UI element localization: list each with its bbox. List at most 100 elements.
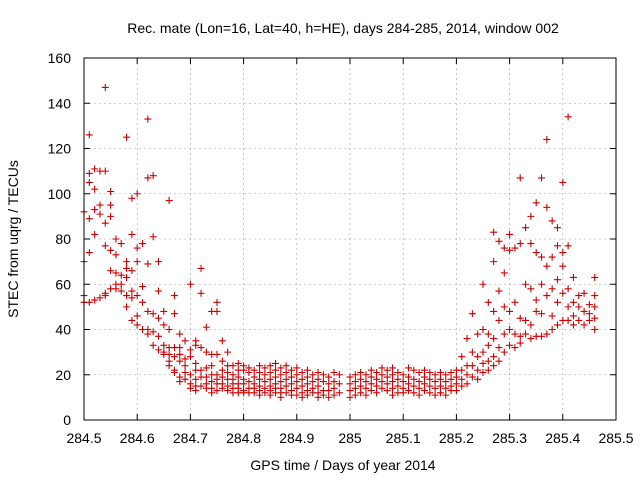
data-point (495, 316, 503, 324)
data-point (405, 380, 413, 388)
x-tick-label: 285.5 (598, 430, 633, 446)
data-point (490, 362, 498, 370)
data-point (325, 387, 333, 395)
data-point (495, 287, 503, 295)
data-point (591, 314, 599, 322)
data-point (506, 230, 514, 238)
data-point (538, 280, 546, 288)
data-point (532, 296, 540, 304)
data-point (293, 391, 301, 399)
data-point (85, 131, 93, 139)
data-point (298, 375, 306, 383)
data-point (436, 382, 444, 390)
data-point (580, 307, 588, 315)
data-point (117, 280, 125, 288)
data-point (181, 375, 189, 383)
data-point (543, 135, 551, 143)
data-point (192, 341, 200, 349)
data-point (463, 335, 471, 343)
x-tick-label: 285 (338, 430, 362, 446)
data-point (85, 178, 93, 186)
data-point (468, 362, 476, 370)
data-point (511, 344, 519, 352)
data-point (197, 289, 205, 297)
data-point (101, 242, 109, 250)
data-point (107, 246, 115, 254)
data-point (346, 393, 354, 401)
data-point (176, 357, 184, 365)
data-point (484, 357, 492, 365)
data-point (192, 359, 200, 367)
data-point (128, 287, 136, 295)
data-point (330, 378, 338, 386)
data-point (213, 298, 221, 306)
data-point (351, 378, 359, 386)
data-point (277, 378, 285, 386)
data-point (511, 330, 519, 338)
data-point (442, 378, 450, 386)
data-point (564, 113, 572, 121)
data-point (458, 353, 466, 361)
data-point (351, 384, 359, 392)
data-point (186, 346, 194, 354)
data-point (442, 371, 450, 379)
data-point (176, 378, 184, 386)
data-point (282, 382, 290, 390)
data-point (346, 380, 354, 388)
data-point (197, 366, 205, 374)
data-point (287, 380, 295, 388)
data-point (516, 240, 524, 248)
data-point (420, 387, 428, 395)
data-point (165, 362, 173, 370)
data-point (277, 371, 285, 379)
data-point (176, 344, 184, 352)
data-point (506, 326, 514, 333)
data-point (585, 301, 593, 309)
data-point (319, 371, 327, 379)
data-point (415, 368, 423, 376)
data-point (186, 353, 194, 361)
data-point (452, 380, 460, 388)
data-point (96, 294, 104, 302)
data-point (357, 382, 365, 390)
data-point (186, 384, 194, 392)
data-point (314, 368, 322, 376)
data-point (96, 201, 104, 209)
data-point (373, 368, 381, 376)
data-point (527, 321, 535, 329)
data-point (490, 228, 498, 236)
data-point (213, 387, 221, 395)
data-point (128, 194, 136, 202)
data-point (123, 258, 131, 266)
data-point (282, 368, 290, 376)
data-point (170, 368, 178, 376)
data-point (543, 203, 551, 211)
data-point (181, 355, 189, 363)
data-point (170, 353, 178, 361)
data-point (527, 285, 535, 293)
data-point (330, 368, 338, 376)
data-point (389, 364, 397, 372)
data-point (399, 378, 407, 386)
data-point (101, 292, 109, 300)
data-point (202, 373, 210, 381)
data-point (522, 280, 530, 288)
data-point (399, 389, 407, 397)
x-tick-label: 284.5 (66, 430, 101, 446)
data-point (250, 373, 258, 381)
data-point (261, 389, 269, 397)
data-point (479, 368, 487, 376)
data-point (591, 326, 599, 333)
data-point (383, 380, 391, 388)
data-point (362, 384, 370, 392)
data-point (123, 133, 131, 141)
data-point (213, 307, 221, 315)
data-point (452, 387, 460, 395)
data-point (133, 312, 141, 320)
data-point (543, 330, 551, 338)
data-point (591, 303, 599, 311)
data-point (559, 178, 567, 186)
data-point (335, 389, 343, 397)
x-tick-label: 284.7 (173, 430, 208, 446)
